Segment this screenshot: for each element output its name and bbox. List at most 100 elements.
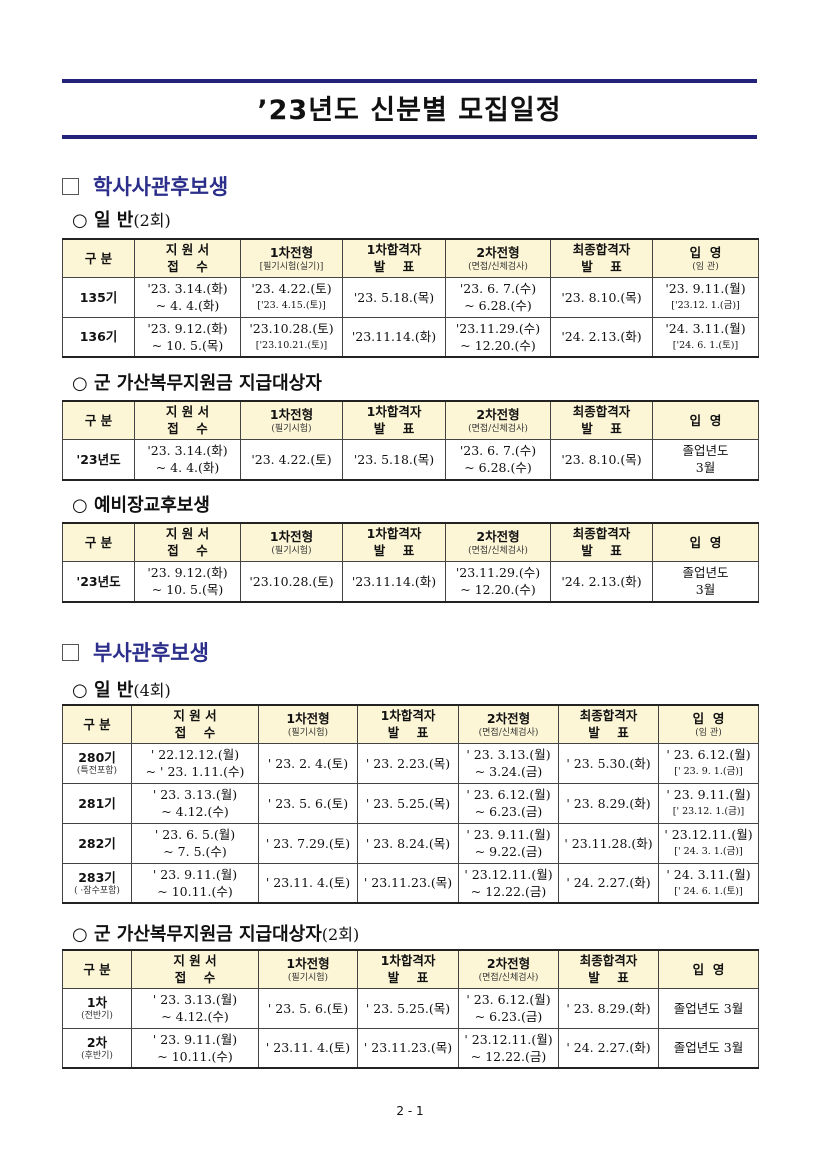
table-row: 135기 '23. 3.14.(화) ~ 4. 4.(화) '23. 4.22.(토)… bbox=[62, 276, 759, 318]
date-cell: ' 23. 6. 5.(월) ~ 7. 5.(수) bbox=[131, 822, 259, 864]
header-label: 구 분 bbox=[83, 961, 111, 977]
table-row: 281기 ' 23. 3.13.(월) ~ 4.12.(수) ' 23. 5. 6.(… bbox=[62, 782, 759, 824]
cell-line: '23.11.29.(수) bbox=[455, 565, 541, 581]
subheading-text: ○ 군 가산복무지원금 지급대상자 bbox=[72, 924, 322, 945]
header-sublabel: (필기시험) bbox=[287, 727, 329, 738]
table-row: 2차 (후반기) ' 23. 9.11.(월) ~ 10.11.(수) ' 23.11.… bbox=[62, 1027, 759, 1069]
cell-line: '23.11.14.(화) bbox=[351, 329, 437, 345]
date-cell: ' 23. 7.29.(토) bbox=[258, 822, 358, 864]
table-row: 280기 (특전포함) ' 22.12.12.(월) ~ ' 23. 1.11.(수)… bbox=[62, 742, 759, 784]
date-cell: ' 23. 8.29.(화) bbox=[558, 987, 659, 1029]
cell-line: ~ 7. 5.(수) bbox=[163, 844, 227, 859]
date-cell: '23. 5.18.(목) bbox=[342, 438, 446, 481]
date-cell: 졸업년도 3월 bbox=[652, 560, 759, 603]
column-header: 1차전형 (필기시험) bbox=[258, 704, 358, 744]
date-cell: '23. 4.22.(토) bbox=[240, 438, 343, 481]
date-cell: ' 23. 8.29.(화) bbox=[558, 782, 659, 824]
cell-line: ['24. 6. 1.(토)] bbox=[672, 339, 739, 351]
column-header: 2차전형 (면접/신체검사) bbox=[458, 704, 559, 744]
cell-line: '24. 2.13.(화) bbox=[561, 573, 642, 589]
subheading-text: ○ 일 반 bbox=[72, 210, 134, 231]
date-cell: ' 23.11.23.(목) bbox=[357, 1027, 459, 1069]
header-label: 지 원 서 접 수 bbox=[165, 404, 210, 437]
column-header: 2차전형 (면접/신체검사) bbox=[458, 949, 559, 989]
date-cell: ' 23. 9.11.(월) [' 23.12. 1.(금)] bbox=[658, 782, 759, 824]
header-label: 최종합격자 발 표 bbox=[572, 404, 631, 437]
header-label: 최종합격자 발 표 bbox=[572, 526, 631, 559]
cell-line: ' 23.12.11.(월) bbox=[464, 1031, 553, 1047]
cell-line: ~ 6.28.(수) bbox=[464, 460, 532, 476]
column-header: 1차합격자 발 표 bbox=[342, 400, 446, 440]
cell-line: ' 23. 3.13.(월) bbox=[466, 747, 551, 762]
header-label: 입 영 bbox=[692, 710, 725, 726]
date-cell: ' 23.11.23.(목) bbox=[357, 862, 459, 904]
table-row: '23년도 '23. 3.14.(화) ~ 4. 4.(화) '23. 4.22.(토… bbox=[62, 438, 759, 481]
column-header: 입 영 bbox=[652, 522, 759, 562]
cell-line: ' 23. 6.12.(월) bbox=[466, 787, 551, 802]
cell-line: ' 23. 9.11.(월) bbox=[152, 866, 238, 882]
schedule-table: 구 분 지 원 서 접 수 1차전형 (필기시험) 1차합격자 발 표 2차전형 (면접/신… bbox=[62, 400, 759, 481]
cell-line: ~ 12.22.(금) bbox=[470, 1048, 547, 1064]
section-title: 학사사관후보생 bbox=[93, 175, 229, 199]
date-cell: 졸업년도 3월 bbox=[658, 1027, 759, 1069]
column-header: 지 원 서 접 수 bbox=[134, 522, 241, 562]
subheading: ○ 군 가산복무지원금 지급대상자(2회) bbox=[72, 920, 359, 946]
cell-line: '23. 6. 7.(수) bbox=[459, 443, 537, 459]
cell-line: ' 23. 5. 6.(토) bbox=[267, 1000, 349, 1016]
date-cell: ' 23. 8.24.(목) bbox=[357, 822, 459, 864]
row-label-text: 136기 bbox=[79, 329, 118, 345]
cell-line: '23. 8.10.(목) bbox=[561, 289, 642, 305]
row-label: 282기 bbox=[62, 822, 132, 864]
subheading-paren: (2회) bbox=[133, 211, 171, 230]
header-label: 2차전형 bbox=[486, 710, 531, 726]
column-header: 2차전형 (면접/신체검사) bbox=[445, 522, 551, 562]
column-header: 구 분 bbox=[62, 704, 132, 744]
checkbox-square-icon bbox=[62, 644, 79, 661]
date-cell: ' 22.12.12.(월) ~ ' 23. 1.11.(수) bbox=[131, 742, 259, 784]
cell-line: '23.11.14.(화) bbox=[351, 573, 437, 589]
schedule-table: 구 분 지 원 서 접 수 1차전형 (필기시험) 1차합격자 발 표 2차전형 (면접/신… bbox=[62, 949, 759, 1069]
cell-line: '23. 4.22.(토) bbox=[251, 451, 332, 467]
date-cell: ' 23. 6.12.(월) ~ 6.23.(금) bbox=[458, 782, 559, 824]
cell-line: ~ 12.20.(수) bbox=[460, 337, 536, 353]
header-label: 2차전형 bbox=[486, 955, 531, 971]
cell-line: '23. 4.22.(토) bbox=[251, 281, 332, 296]
date-cell: ' 23.11.28.(화) bbox=[558, 822, 659, 864]
cell-line: ' 23. 5.25.(목) bbox=[365, 795, 451, 811]
header-row: 구 분 지 원 서 접 수 1차전형 (필기시험) 1차합격자 발 표 2차전형 (면접/신… bbox=[62, 400, 759, 440]
cell-line: ~ 9.22.(금) bbox=[474, 844, 543, 859]
row-label: 283기( ·잠수포함) bbox=[62, 862, 132, 904]
header-label: 최종합격자 발 표 bbox=[579, 708, 638, 741]
date-cell: ' 23. 6.12.(월) [' 23. 9. 1.(금)] bbox=[658, 742, 759, 784]
row-label-text: '23년도 bbox=[76, 573, 121, 589]
header-label: 1차합격자 발 표 bbox=[366, 404, 422, 437]
bottom-rule bbox=[62, 135, 757, 139]
row-sublabel: (특전포함) bbox=[76, 766, 118, 776]
header-sublabel: (필기시험) bbox=[271, 545, 312, 556]
cell-line: '23. 9.12.(화) bbox=[147, 565, 228, 581]
date-cell: '23.10.28.(토) ['23.10.21.(토)] bbox=[240, 316, 343, 358]
date-cell: ' 23.11. 4.(토) bbox=[258, 862, 358, 904]
header-label: 지 원 서 접 수 bbox=[173, 953, 217, 986]
cell-line: [' 24. 6. 1.(토)] bbox=[674, 885, 743, 897]
date-cell: ' 23. 5. 6.(토) bbox=[258, 782, 358, 824]
date-cell: ' 23. 6.12.(월) ~ 6.23.(금) bbox=[458, 987, 559, 1029]
column-header: 입 영 (임 관) bbox=[658, 704, 759, 744]
cell-line: ' 23.12.11.(월) bbox=[664, 827, 753, 842]
header-sublabel: (면접/신체검사) bbox=[478, 727, 539, 738]
subheading: ○ 군 가산복무지원금 지급대상자 bbox=[72, 369, 322, 395]
date-cell: '23. 9.12.(화) ~ 10. 5.(목) bbox=[134, 316, 241, 358]
date-cell: '24. 2.13.(화) bbox=[550, 560, 653, 603]
cell-line: 졸업년도 3월 bbox=[673, 1040, 744, 1056]
header-sublabel: [필기시험(실기)] bbox=[259, 261, 324, 272]
row-label: 281기 bbox=[62, 782, 132, 824]
header-label: 입 영 bbox=[689, 412, 722, 428]
cell-line: ~ 4.12.(수) bbox=[161, 804, 229, 819]
top-rule bbox=[62, 79, 757, 83]
column-header: 1차합격자 발 표 bbox=[342, 238, 446, 278]
cell-line: '24. 2.13.(화) bbox=[561, 329, 642, 345]
row-sublabel: (전반기) bbox=[81, 1011, 113, 1021]
date-cell: '23. 4.22.(토) ['23. 4.15.(토)] bbox=[240, 276, 343, 318]
date-cell: '23. 8.10.(목) bbox=[550, 276, 653, 318]
date-cell: '23.11.14.(화) bbox=[342, 316, 446, 358]
